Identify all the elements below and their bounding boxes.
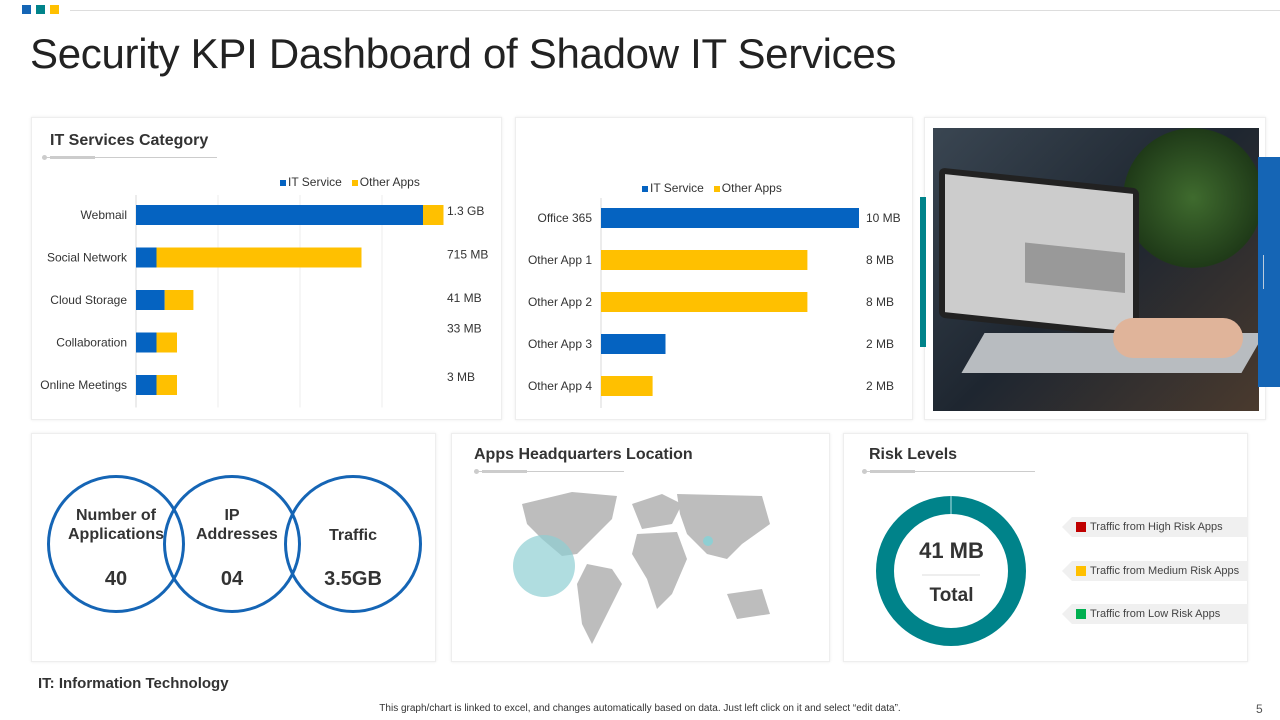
chart-legend: IT Service Other Apps [642,181,782,195]
stacked-bar-chart: Office 365 10 MB Other App 1 8 MB Other App … [528,198,901,408]
category-label: Online Meetings [40,378,127,392]
bar-other-apps [156,375,177,395]
legend-medium-risk: Traffic from Medium Risk Apps [1062,561,1248,581]
bar-other-apps [423,205,444,225]
laptop-photo-frame [924,117,1266,420]
data-label: 1.3 GB [447,204,484,218]
title-underline [42,155,217,160]
data-label: 8 MB [866,295,894,309]
footer-note: This graph/chart is linked to excel, and… [379,703,901,714]
category-label: Webmail [81,208,127,222]
legend-it-service: IT Service [280,175,342,189]
page-number: 5 [1256,702,1263,716]
bar-it-service [136,375,157,395]
category-label: Collaboration [56,336,127,350]
title-underline [474,469,624,474]
data-label: 10 MB [866,211,901,225]
legend-high-risk: Traffic from High Risk Apps [1062,517,1248,537]
data-label: 2 MB [866,337,894,351]
bar-other-apps [156,332,177,353]
decor-square [22,5,31,14]
panel-title: IT Services Category [50,132,209,149]
bar-it-service [136,205,423,225]
decor-square [50,5,59,14]
bar-other-apps [164,290,194,310]
bar-other-apps [601,292,808,312]
legend-other-apps: Other Apps [713,181,782,195]
legend-other-apps: Other Apps [351,175,420,189]
category-label: Other App 2 [528,295,592,309]
category-label: Other App 1 [528,253,592,267]
slider-dots-icon [1263,255,1271,289]
divider [70,10,1280,11]
bar-other-apps [156,247,362,268]
map-panel: Apps Headquarters Location [451,433,830,662]
category-label: Other App 4 [528,379,592,393]
data-label: 715 MB [447,248,488,262]
other-apps-panel[interactable]: IT Service Other Apps Office 365 10 MB Oth… [515,117,913,420]
bar-it-service [136,290,165,310]
category-label: Social Network [47,251,128,265]
donut-ring [876,496,1026,646]
bar-it-service [601,334,666,354]
footnote: IT: Information Technology [38,675,229,692]
data-label: 41 MB [447,291,482,305]
panel-title: Apps Headquarters Location [474,446,693,463]
data-label: 2 MB [866,379,894,393]
bar-it-service [601,208,859,228]
category-label: Other App 3 [528,337,592,351]
kpi-traffic: Traffic 3.5GB [284,475,422,613]
world-map [513,492,770,644]
data-label: 3 MB [447,370,475,384]
category-label: Cloud Storage [50,293,127,307]
kpi-panel: Number of Applications 40 IP Addresses 04 … [31,433,436,662]
data-label: 8 MB [866,253,894,267]
laptop-photo [933,128,1259,411]
bar-it-service [136,332,157,353]
title-underline [862,469,1035,474]
kpi-ip-addresses: IP Addresses 04 [163,475,301,613]
it-services-category-panel[interactable]: IT Services Category IT Service Other Ap… [31,117,502,420]
donut-center-label: Total [929,585,974,606]
kpi-applications: Number of Applications 40 [47,475,185,613]
accent-bar [1258,157,1280,387]
data-label: 33 MB [447,322,482,336]
bar-other-apps [601,250,808,270]
decor-square [36,5,45,14]
accent-bar [920,197,926,347]
bar-other-apps [601,376,653,396]
donut-center-value: 41 MB [919,538,984,563]
chart-legend: IT Service Other Apps [280,175,420,189]
legend-it-service: IT Service [642,181,704,195]
panel-title: Risk Levels [869,446,958,463]
bar-it-service [136,247,157,268]
page-title: Security KPI Dashboard of Shadow IT Serv… [30,30,897,77]
risk-levels-panel: Risk Levels 41 MB Total [843,433,1248,662]
donut-chart [876,496,1026,646]
stacked-bar-chart: Webmail 1.3 GB Social Network 715 MB Cloud S… [40,195,488,408]
category-label: Office 365 [538,211,593,225]
legend-low-risk: Traffic from Low Risk Apps [1062,604,1248,624]
